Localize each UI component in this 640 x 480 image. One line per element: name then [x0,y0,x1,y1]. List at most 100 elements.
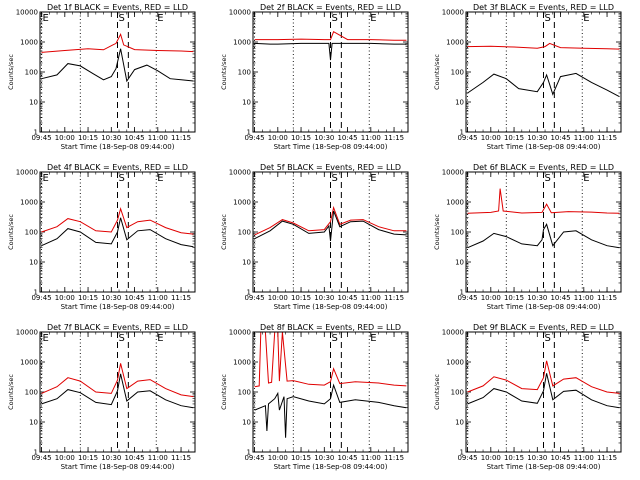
y-tick-label: 10000 [442,329,464,337]
y-tick-label: 1000 [233,359,251,367]
y-axis-label: Counts/sec [433,374,441,410]
plot-frame [465,11,622,133]
x-axis-label: Start Time (18-Sep-08 09:44:00) [487,143,601,151]
y-axis-label: Counts/sec [220,374,228,410]
series-line-events [41,217,194,248]
y-tick-label: 10 [455,419,464,427]
y-tick-label: 10 [242,99,251,107]
y-tick-label: 100 [238,69,251,77]
y-tick-label: 10 [29,99,38,107]
y-tick-label: 10 [29,419,38,427]
x-tick-label: 10:00 [55,134,75,142]
chart-title: Det 1f BLACK = Events, RED = LLD [47,3,188,12]
y-axis-label: Counts/sec [220,214,228,250]
x-tick-label: 11:00 [148,454,168,462]
plot-frame [39,171,196,293]
x-tick-label: 10:15 [78,294,98,302]
marker-label: S [332,13,338,24]
y-tick-label: 1 [247,449,251,457]
x-tick-label: 11:00 [361,294,381,302]
x-tick-label: 10:30 [314,134,334,142]
chart-panel: Det 8f BLACK = Events, RED = LLD Counts/s… [220,323,409,471]
y-tick-label: 100 [25,389,38,397]
chart-title: Det 3f BLACK = Events, RED = LLD [473,3,614,12]
y-tick-label: 1000 [446,199,464,207]
marker-label: E [157,13,163,24]
x-tick-label: 09:45 [244,454,264,462]
series-line-lld [254,332,407,388]
x-tick-label: 10:15 [504,454,524,462]
y-tick-label: 100 [238,389,251,397]
x-tick-label: 10:00 [55,454,75,462]
marker-label: S [119,13,125,24]
x-tick-label: 10:00 [481,134,501,142]
y-tick-label: 100 [451,229,464,237]
x-tick-label: 10:00 [268,134,288,142]
y-tick-label: 1000 [20,199,38,207]
marker-label: S [545,173,551,184]
x-tick-label: 10:15 [291,454,311,462]
x-tick-label: 09:45 [457,454,477,462]
x-tick-label: 10:45 [337,134,357,142]
x-axis-label: Start Time (18-Sep-08 09:44:00) [61,303,175,311]
x-tick-label: 10:45 [124,454,144,462]
x-tick-label: 11:00 [361,134,381,142]
marker-label: S [119,173,125,184]
series-line-events [254,210,407,242]
series-line-events [467,223,620,249]
series-line-lld [41,363,194,398]
marker-label: E [43,13,49,24]
marker-label: E [370,13,376,24]
chart-title: Det 4f BLACK = Events, RED = LLD [47,163,188,172]
series-line-lld [467,42,620,50]
x-tick-label: 11:15 [597,294,617,302]
series-line-events [254,383,407,438]
x-axis-label: Start Time (18-Sep-08 09:44:00) [487,463,601,471]
y-tick-label: 1000 [446,359,464,367]
x-tick-label: 09:45 [244,294,264,302]
plot-frame [252,171,409,293]
x-tick-label: 10:45 [124,294,144,302]
y-tick-label: 1 [247,289,251,297]
x-axis-label: Start Time (18-Sep-08 09:44:00) [61,463,175,471]
x-axis-label: Start Time (18-Sep-08 09:44:00) [274,143,388,151]
series-line-lld [41,32,194,53]
x-tick-label: 09:45 [457,134,477,142]
series-line-events [254,42,407,61]
y-tick-label: 1 [460,449,464,457]
series-line-events [467,72,620,98]
x-tick-label: 11:00 [361,454,381,462]
marker-label: E [583,173,589,184]
x-tick-label: 10:45 [550,294,570,302]
chart-title: Det 9f BLACK = Events, RED = LLD [473,323,614,332]
x-tick-label: 10:45 [337,454,357,462]
x-tick-label: 10:00 [481,294,501,302]
x-tick-label: 10:00 [268,294,288,302]
x-axis-label: Start Time (18-Sep-08 09:44:00) [274,463,388,471]
y-tick-label: 10000 [16,329,38,337]
x-axis-label: Start Time (18-Sep-08 09:44:00) [61,143,175,151]
y-tick-label: 100 [451,389,464,397]
x-tick-label: 11:00 [148,294,168,302]
x-tick-label: 11:15 [597,454,617,462]
y-tick-label: 10000 [229,329,251,337]
x-tick-label: 10:30 [101,294,121,302]
y-tick-label: 100 [451,69,464,77]
chart-title: Det 6f BLACK = Events, RED = LLD [473,163,614,172]
x-tick-label: 10:00 [268,454,288,462]
y-tick-label: 1 [247,129,251,137]
x-tick-label: 11:00 [148,134,168,142]
x-tick-label: 11:15 [597,134,617,142]
marker-label: E [370,333,376,344]
y-axis-label: Counts/sec [7,54,15,90]
marker-label: S [332,173,338,184]
x-tick-label: 09:45 [244,134,264,142]
x-tick-label: 10:15 [78,454,98,462]
x-tick-label: 11:00 [574,134,594,142]
y-tick-label: 10000 [16,9,38,17]
y-tick-label: 1 [34,289,38,297]
y-tick-label: 10 [242,419,251,427]
x-tick-label: 09:45 [31,134,51,142]
marker-label: E [583,333,589,344]
